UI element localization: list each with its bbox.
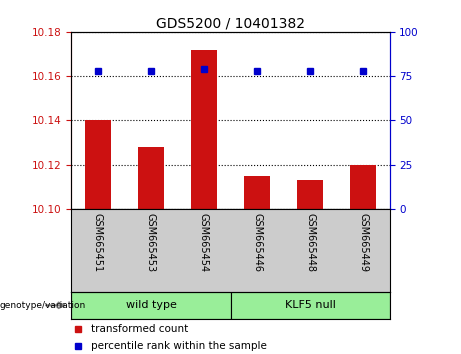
Bar bbox=[244, 176, 270, 209]
Bar bbox=[85, 120, 111, 209]
Text: GSM665451: GSM665451 bbox=[93, 213, 103, 272]
Text: genotype/variation: genotype/variation bbox=[0, 301, 86, 310]
Text: GSM665454: GSM665454 bbox=[199, 213, 209, 272]
Text: GSM665446: GSM665446 bbox=[252, 213, 262, 272]
Title: GDS5200 / 10401382: GDS5200 / 10401382 bbox=[156, 17, 305, 31]
Bar bbox=[191, 50, 217, 209]
Text: percentile rank within the sample: percentile rank within the sample bbox=[90, 341, 266, 350]
Text: GSM665449: GSM665449 bbox=[358, 213, 368, 272]
Bar bbox=[71, 292, 230, 319]
Text: wild type: wild type bbox=[125, 300, 177, 310]
Text: KLF5 null: KLF5 null bbox=[284, 300, 336, 310]
Text: GSM665448: GSM665448 bbox=[305, 213, 315, 272]
Text: transformed count: transformed count bbox=[90, 324, 188, 334]
Bar bbox=[230, 292, 390, 319]
Bar bbox=[297, 180, 323, 209]
Bar bbox=[138, 147, 164, 209]
Bar bbox=[350, 165, 376, 209]
Text: GSM665453: GSM665453 bbox=[146, 213, 156, 272]
